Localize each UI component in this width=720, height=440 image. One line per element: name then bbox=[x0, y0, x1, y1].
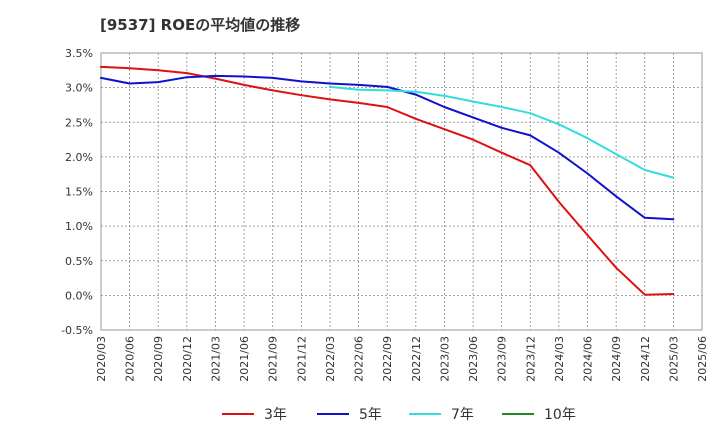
legend-label-1: 5年 bbox=[359, 407, 382, 423]
x-tick-label: 2024/09 bbox=[610, 336, 623, 382]
x-tick-label: 2023/09 bbox=[496, 336, 509, 382]
x-tick-label: 2022/06 bbox=[353, 336, 366, 382]
x-tick-label: 2021/12 bbox=[295, 336, 308, 382]
chart-title: [9537] ROEの平均値の推移 bbox=[100, 16, 301, 34]
x-tick-label: 2021/09 bbox=[267, 336, 280, 382]
y-tick-label: 3.5% bbox=[65, 47, 93, 60]
y-tick-label: 0.5% bbox=[65, 255, 93, 268]
x-tick-label: 2022/12 bbox=[410, 336, 423, 382]
series-line-1 bbox=[100, 74, 675, 221]
x-tick-label: 2023/12 bbox=[524, 336, 537, 382]
y-tick-label: 0.0% bbox=[65, 289, 93, 302]
y-tick-label: 2.5% bbox=[65, 116, 93, 129]
x-tick-label: 2021/06 bbox=[238, 336, 251, 382]
x-tick-label: 2024/12 bbox=[639, 336, 652, 382]
y-tick-label: -0.5% bbox=[61, 324, 93, 337]
x-tick-label: 2022/03 bbox=[324, 336, 337, 382]
y-tick-label: 1.0% bbox=[65, 220, 93, 233]
x-tick-label: 2020/09 bbox=[152, 336, 165, 382]
x-tick-label: 2022/09 bbox=[381, 336, 394, 382]
x-tick-label: 2020/12 bbox=[181, 336, 194, 382]
x-tick-label: 2025/03 bbox=[667, 336, 680, 382]
x-tick-label: 2025/06 bbox=[696, 336, 709, 382]
legend-label-2: 7年 bbox=[451, 407, 474, 423]
series-line-0 bbox=[100, 65, 675, 296]
x-tick-label: 2023/06 bbox=[467, 336, 480, 382]
legend-label-3: 10年 bbox=[544, 407, 576, 423]
x-tick-label: 2021/03 bbox=[209, 336, 222, 382]
y-tick-label: 3.0% bbox=[65, 82, 93, 95]
x-tick-label: 2024/06 bbox=[582, 336, 595, 382]
x-tick-label: 2023/03 bbox=[438, 336, 451, 382]
y-tick-label: 1.5% bbox=[65, 186, 93, 199]
series-line-2 bbox=[329, 85, 675, 179]
y-tick-label: 2.0% bbox=[65, 151, 93, 164]
x-tick-label: 2024/03 bbox=[553, 336, 566, 382]
x-tick-label: 2020/06 bbox=[124, 336, 137, 382]
x-tick-label: 2020/03 bbox=[95, 336, 108, 382]
legend-label-0: 3年 bbox=[264, 407, 287, 423]
